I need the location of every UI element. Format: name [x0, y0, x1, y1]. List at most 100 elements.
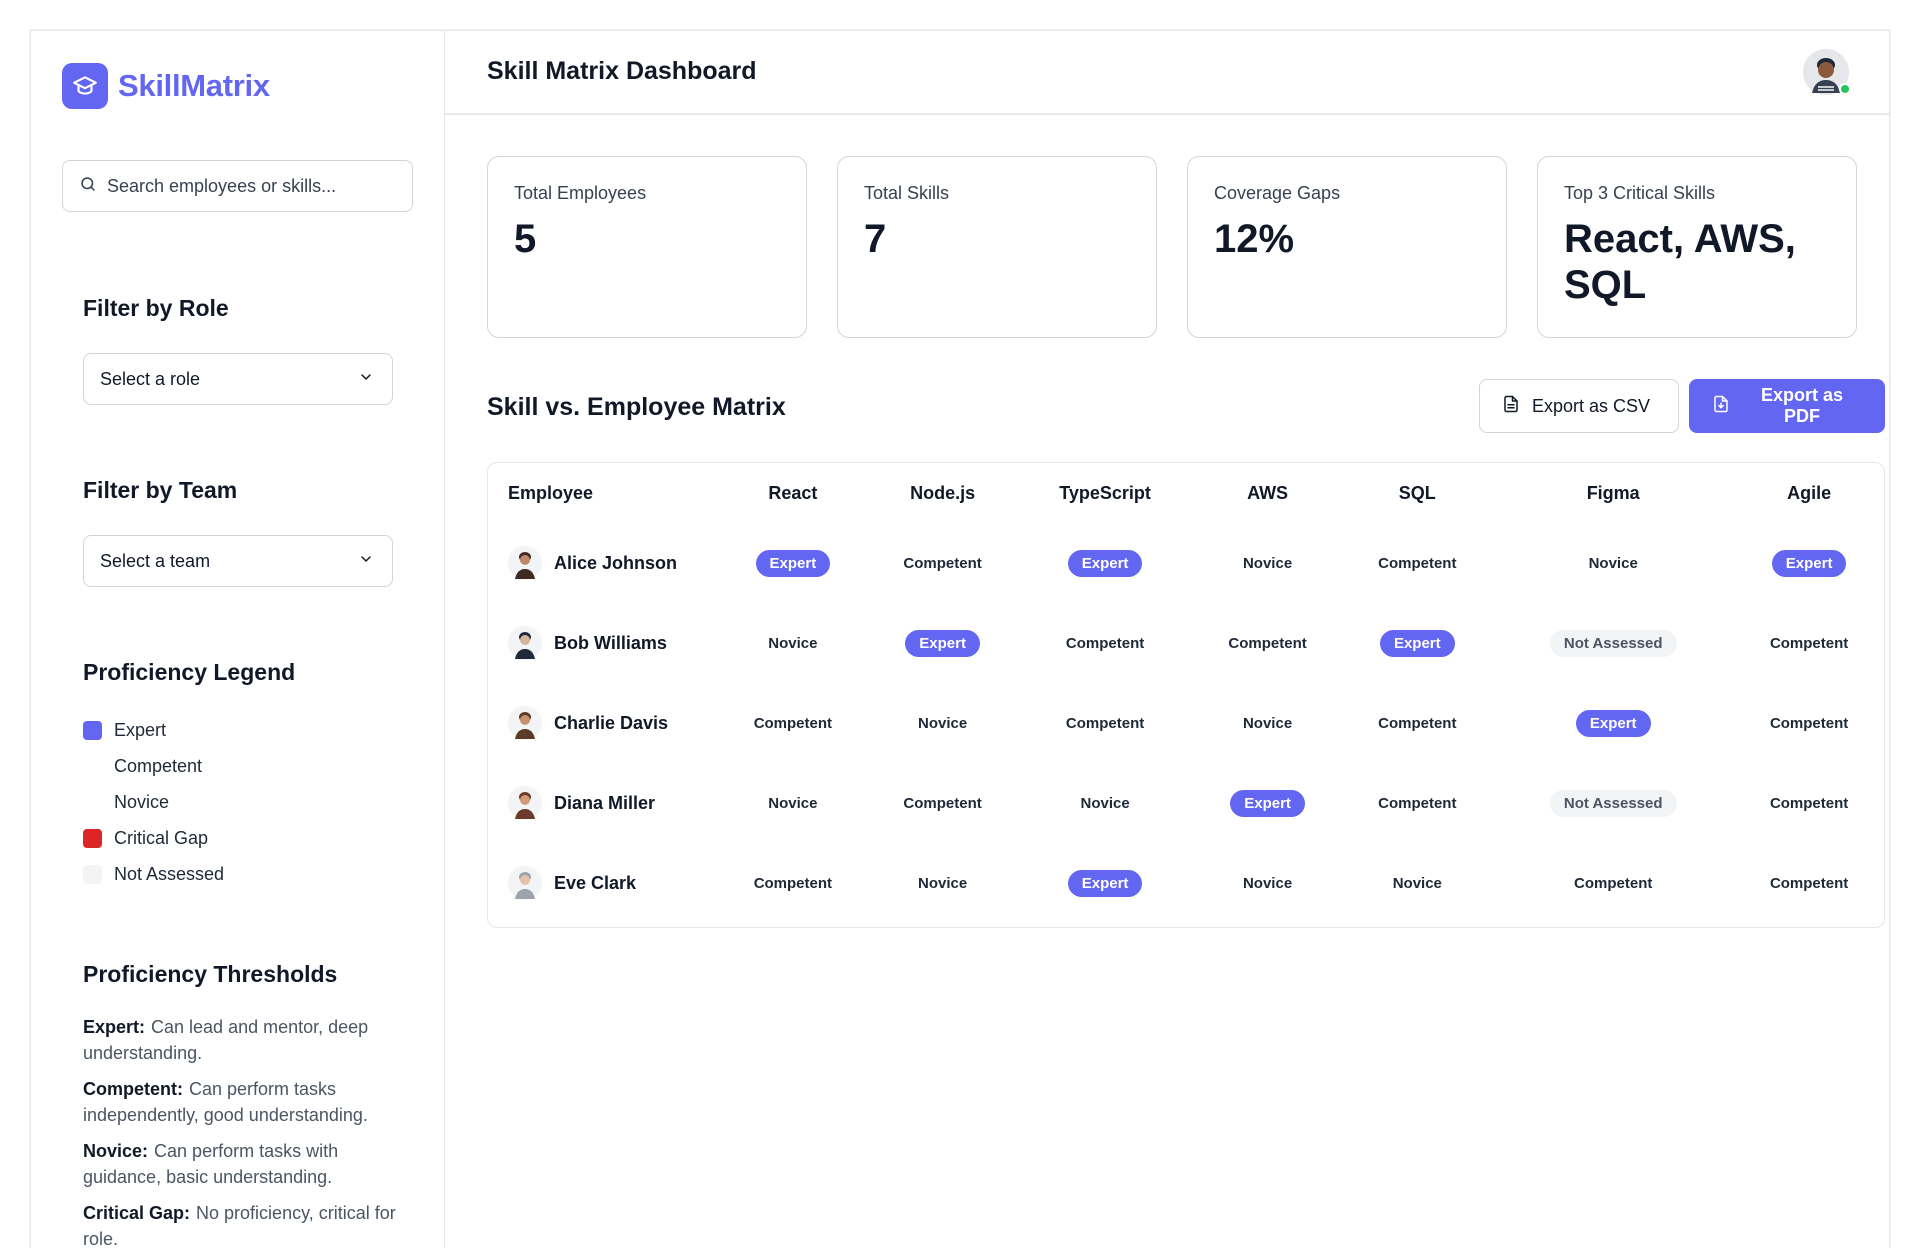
column-header[interactable]: Employee — [508, 482, 594, 503]
proficiency-cell[interactable]: Not Assessed — [1492, 763, 1734, 843]
proficiency-text: Novice — [1080, 794, 1130, 812]
table-row[interactable]: Alice Johnson Expert Competent Expert Novice… — [488, 523, 1884, 603]
stat-card-total-skills: Total Skills 7 — [837, 156, 1157, 338]
proficiency-text: Competent — [1769, 634, 1849, 652]
legend-title: Proficiency Legend — [83, 659, 296, 685]
chevron-down-icon — [358, 551, 374, 572]
proficiency-text: Competent — [903, 554, 982, 572]
legend-item-critical-gap: Critical Gap — [83, 820, 224, 856]
proficiency-badge-not-assessed: Not Assessed — [1549, 789, 1677, 817]
column-header[interactable]: AWS — [1247, 482, 1289, 503]
threshold-critical-gap: Critical Gap: No proficiency, critical fo… — [83, 1200, 413, 1248]
proficiency-cell[interactable]: Expert — [868, 603, 1018, 683]
proficiency-cell[interactable]: Competent — [1193, 603, 1343, 683]
employee-cell[interactable]: Alice Johnson — [488, 523, 718, 603]
proficiency-cell[interactable]: Expert — [1193, 763, 1343, 843]
table-row[interactable]: Charlie Davis Competent Novice Competent Nov… — [488, 683, 1884, 763]
proficiency-text: Competent — [1065, 714, 1145, 732]
proficiency-cell[interactable]: Competent — [1734, 843, 1884, 923]
table-row[interactable]: Bob Williams Novice Expert Competent Compete… — [488, 603, 1884, 683]
export-csv-button[interactable]: Export as CSV — [1479, 379, 1679, 433]
threshold-desc: No proficiency, critical for role. — [83, 1203, 396, 1248]
proficiency-cell[interactable]: Expert — [1492, 683, 1734, 763]
user-avatar[interactable] — [1803, 49, 1851, 95]
threshold-competent: Competent: Can perform tasks independentl… — [83, 1076, 413, 1128]
proficiency-badge-expert: Expert — [1067, 869, 1143, 897]
legend-swatch — [83, 864, 102, 884]
proficiency-cell[interactable]: Expert — [718, 523, 868, 603]
user-avatar-icon — [1803, 49, 1849, 95]
legend-label: Not Assessed — [114, 863, 225, 884]
proficiency-cell[interactable]: Novice — [1017, 763, 1192, 843]
proficiency-cell[interactable]: Novice — [718, 763, 868, 843]
role-select[interactable]: Select a role — [83, 353, 393, 405]
proficiency-cell[interactable]: Competent — [868, 763, 1018, 843]
role-select-value: Select a role — [100, 368, 201, 389]
proficiency-cell[interactable]: Expert — [1017, 523, 1192, 603]
threshold-novice: Novice: Can perform tasks with guidance, … — [83, 1138, 413, 1190]
proficiency-cell[interactable]: Competent — [718, 683, 868, 763]
proficiency-text: Competent — [753, 714, 833, 732]
proficiency-cell[interactable]: Competent — [1734, 603, 1884, 683]
team-select[interactable]: Select a team — [83, 535, 393, 587]
legend-label: Novice — [114, 791, 170, 812]
proficiency-cell[interactable]: Novice — [868, 683, 1018, 763]
proficiency-cell[interactable]: Novice — [718, 603, 868, 683]
proficiency-cell[interactable]: Novice — [1193, 523, 1343, 603]
proficiency-cell[interactable]: Competent — [1734, 763, 1884, 843]
proficiency-badge-expert: Expert — [1230, 789, 1305, 817]
proficiency-cell[interactable]: Competent — [1342, 683, 1492, 763]
proficiency-badge-expert: Expert — [1379, 629, 1455, 657]
proficiency-cell[interactable]: Competent — [1017, 603, 1192, 683]
column-header[interactable]: Node.js — [910, 482, 976, 503]
proficiency-cell[interactable]: Competent — [1342, 523, 1492, 603]
proficiency-text: Competent — [1769, 714, 1849, 732]
proficiency-cell[interactable]: Competent — [1342, 763, 1492, 843]
employee-avatar — [508, 546, 542, 580]
table-row[interactable]: Eve Clark Competent Novice Expert Novice Novi… — [488, 843, 1884, 923]
proficiency-cell[interactable]: Competent — [718, 843, 868, 923]
employee-info: Charlie Davis — [508, 706, 718, 740]
proficiency-cell[interactable]: Competent — [1492, 843, 1734, 923]
proficiency-cell[interactable]: Novice — [1492, 523, 1734, 603]
logo[interactable]: SkillMatrix — [62, 63, 270, 109]
employee-name: Diana Miller — [554, 792, 656, 813]
proficiency-cell[interactable]: Novice — [1342, 843, 1492, 923]
proficiency-cell[interactable]: Competent — [868, 523, 1018, 603]
proficiency-cell[interactable]: Competent — [1734, 683, 1884, 763]
proficiency-cell[interactable]: Not Assessed — [1492, 603, 1734, 683]
online-status-dot — [1839, 83, 1851, 95]
proficiency-cell[interactable]: Expert — [1342, 603, 1492, 683]
proficiency-text: Competent — [1065, 634, 1145, 652]
column-header[interactable]: React — [768, 482, 818, 503]
column-header[interactable]: Agile — [1787, 482, 1832, 503]
app-name: SkillMatrix — [118, 68, 270, 103]
export-pdf-button[interactable]: Export as PDF — [1689, 379, 1885, 433]
legend-item-expert: Expert — [83, 712, 224, 748]
search-box[interactable] — [62, 160, 413, 212]
proficiency-cell[interactable]: Novice — [1193, 683, 1343, 763]
employee-cell[interactable]: Charlie Davis — [488, 683, 718, 763]
proficiency-cell[interactable]: Novice — [1193, 843, 1343, 923]
proficiency-cell[interactable]: Expert — [1017, 843, 1192, 923]
threshold-desc: Can perform tasks with guidance, basic u… — [83, 1141, 339, 1187]
filter-role-title: Filter by Role — [83, 295, 229, 321]
proficiency-text: Novice — [1242, 874, 1293, 892]
employee-cell[interactable]: Diana Miller — [488, 763, 718, 843]
filter-team-title: Filter by Team — [83, 477, 238, 503]
proficiency-text: Competent — [1378, 714, 1457, 732]
table-row[interactable]: Diana Miller Novice Competent Novice Expert C… — [488, 763, 1884, 843]
column-header[interactable]: Figma — [1586, 482, 1640, 503]
employee-cell[interactable]: Eve Clark — [488, 843, 718, 923]
proficiency-cell[interactable]: Competent — [1017, 683, 1192, 763]
legend-label: Critical Gap — [114, 827, 209, 848]
threshold-level: Expert: — [83, 1017, 146, 1037]
search-input[interactable] — [107, 175, 397, 197]
app-frame: SkillMatrix Filter by Role Select a role… — [30, 30, 1890, 1248]
proficiency-cell[interactable]: Novice — [868, 843, 1018, 923]
proficiency-text: Novice — [1588, 554, 1638, 572]
employee-cell[interactable]: Bob Williams — [488, 603, 718, 683]
column-header[interactable]: TypeScript — [1059, 482, 1151, 503]
column-header[interactable]: SQL — [1398, 482, 1436, 503]
proficiency-cell[interactable]: Expert — [1734, 523, 1884, 603]
